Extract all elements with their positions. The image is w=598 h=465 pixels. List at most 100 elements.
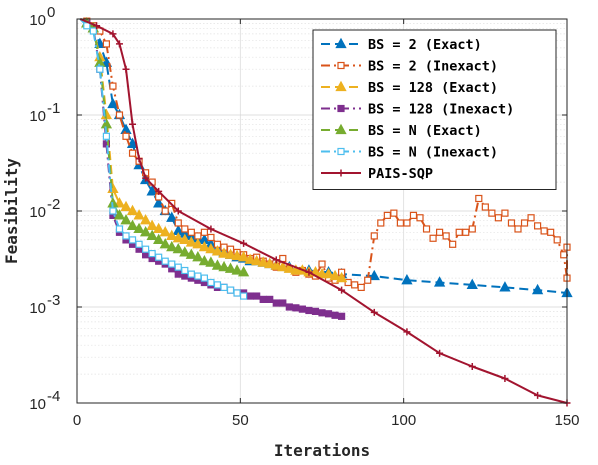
series-point <box>331 311 339 319</box>
series-point <box>279 299 287 307</box>
series-point <box>120 214 132 225</box>
series-point <box>257 256 269 267</box>
series-point <box>146 229 158 241</box>
series-4 <box>79 17 250 277</box>
y-tick-label: 10 <box>29 12 46 29</box>
legend-marker <box>335 37 347 49</box>
series-point <box>153 222 165 234</box>
series-point <box>553 236 561 244</box>
series-point <box>283 262 295 273</box>
legend-marker <box>335 123 347 135</box>
series-point <box>272 299 280 307</box>
series-point <box>335 271 348 283</box>
series-point <box>277 260 289 272</box>
series-point <box>172 232 184 243</box>
series-point <box>168 260 176 268</box>
series-point <box>370 308 378 316</box>
series-point <box>455 228 463 236</box>
series-point <box>133 222 145 234</box>
series-point <box>211 259 224 270</box>
series-point <box>240 292 248 300</box>
series-point <box>139 214 152 225</box>
x-axis-label: Iterations <box>274 441 370 460</box>
series-point <box>102 40 111 48</box>
series-point <box>547 228 555 236</box>
series-point <box>475 194 483 203</box>
series-point <box>181 266 189 275</box>
series-point <box>488 209 496 217</box>
y-tick-exponent: -3 <box>47 292 60 309</box>
legend-entry: BS = 2 (Inexact) <box>321 59 498 75</box>
series-point <box>514 225 522 233</box>
series-point <box>211 245 224 256</box>
series-point <box>113 209 126 220</box>
series-point <box>264 257 276 269</box>
series-point <box>292 304 300 312</box>
legend-label: BS = N (Exact) <box>368 123 482 139</box>
series-point <box>129 120 137 128</box>
series-point <box>185 236 197 247</box>
series-point <box>429 234 437 242</box>
series-point <box>142 174 150 182</box>
series-point <box>185 248 197 259</box>
series-point <box>462 228 470 236</box>
series-point <box>187 270 195 278</box>
series-point <box>153 197 165 208</box>
legend-entry: BS = 2 (Exact) <box>321 37 482 53</box>
x-tick-label: 150 <box>554 412 579 429</box>
series-point <box>240 239 248 247</box>
series-point <box>494 214 502 222</box>
series-point <box>468 363 476 370</box>
series-point <box>115 225 124 233</box>
series-point <box>174 270 182 278</box>
series-point <box>109 82 117 90</box>
legend-label: BS = 2 (Exact) <box>368 37 482 53</box>
series-point <box>126 219 139 230</box>
series-point <box>237 250 250 262</box>
series-point <box>207 225 215 233</box>
series-point <box>520 219 529 227</box>
series-point <box>403 219 411 227</box>
legend-label: BS = N (Inexact) <box>368 145 498 161</box>
series-point <box>198 240 211 252</box>
series-point <box>133 209 145 220</box>
series-point <box>246 292 254 300</box>
series-point <box>207 233 215 242</box>
series-5 <box>79 18 248 300</box>
series-point <box>161 257 169 265</box>
axes-frame <box>76 18 568 404</box>
series-point <box>390 209 398 217</box>
y-tick-label: 10 <box>29 396 46 413</box>
series-point <box>501 374 509 382</box>
series-point <box>251 254 263 266</box>
series-point <box>89 27 97 35</box>
series-point <box>83 22 91 30</box>
legend-marker <box>337 61 345 70</box>
series-point <box>198 254 211 266</box>
series-point <box>128 149 137 157</box>
series-point <box>153 233 165 244</box>
series-point <box>481 203 489 211</box>
series-point <box>436 349 444 357</box>
series-point <box>403 328 411 336</box>
series-point <box>237 266 250 277</box>
series-point <box>401 273 413 285</box>
series-point <box>102 132 111 140</box>
legend-label: BS = 2 (Inexact) <box>368 59 498 75</box>
series-point <box>531 283 544 295</box>
series-point <box>155 253 163 261</box>
legend-marker <box>337 147 345 156</box>
series-point <box>192 250 204 262</box>
series-point <box>122 132 130 140</box>
series-point <box>318 309 326 317</box>
series-point <box>499 281 511 292</box>
series-point <box>181 225 189 233</box>
series-point <box>146 219 158 230</box>
series-point <box>120 200 132 212</box>
series-point <box>159 226 171 237</box>
legend-box <box>312 29 557 190</box>
series-point <box>126 137 139 148</box>
series-point <box>218 260 230 272</box>
series-point <box>259 295 267 303</box>
